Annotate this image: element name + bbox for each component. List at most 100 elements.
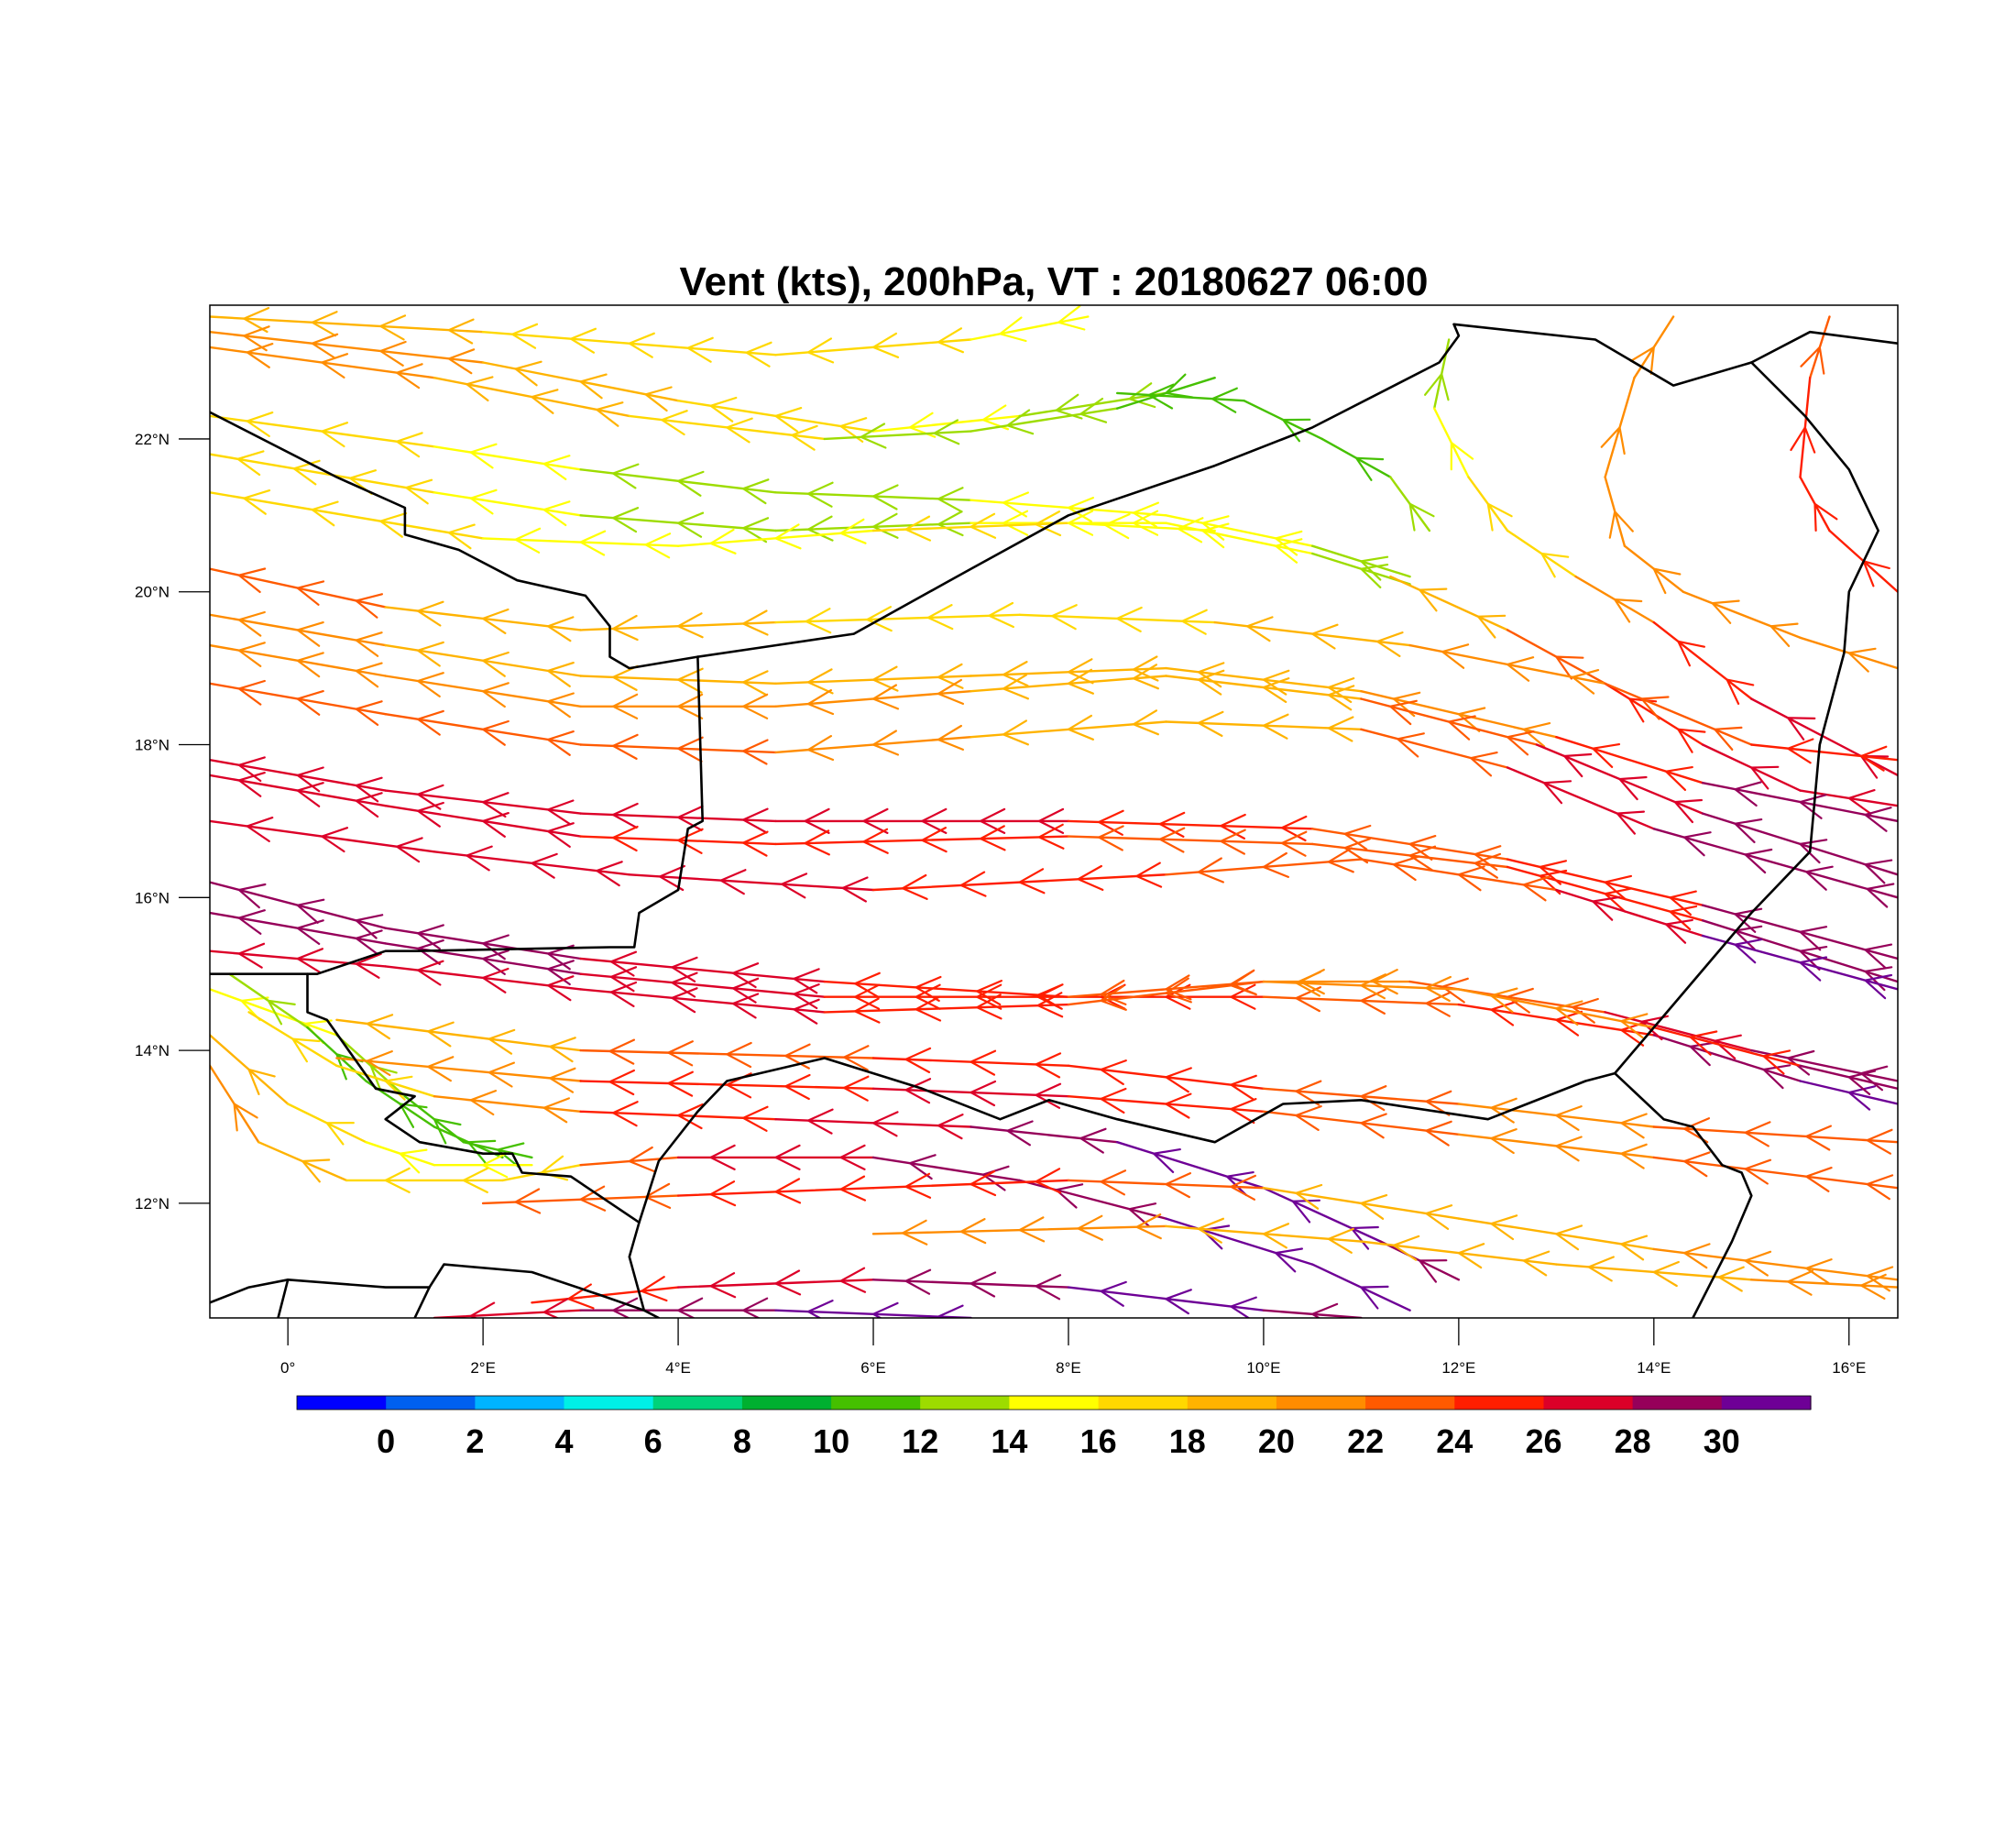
- streamline-segment: [1652, 1125, 1898, 1144]
- wind-arrowhead: [936, 1114, 964, 1140]
- wind-arrowhead: [513, 360, 542, 387]
- wind-arrowhead: [1001, 719, 1029, 746]
- streamline-segment: [1652, 620, 1753, 700]
- wind-arrowhead: [545, 799, 575, 826]
- wind-arrowhead: [1761, 1049, 1791, 1075]
- wind-arrowhead: [1371, 969, 1398, 995]
- wind-arrowhead: [466, 1139, 497, 1164]
- wind-arrowhead: [1290, 1199, 1320, 1224]
- wind-arrowhead: [1538, 860, 1567, 885]
- wind-arrowhead: [1488, 1000, 1518, 1026]
- wind-arrowhead: [1676, 728, 1706, 753]
- wind-arrowhead: [354, 662, 383, 688]
- wind-arrowhead: [415, 939, 444, 965]
- wind-arrowhead: [1099, 1059, 1127, 1085]
- wind-arrowhead: [1440, 643, 1470, 669]
- colorbar-label: 0: [377, 1422, 395, 1460]
- wind-arrowhead: [1613, 598, 1643, 623]
- wind-arrowhead: [708, 528, 737, 554]
- wind-arrowhead: [859, 423, 887, 449]
- wind-arrowhead: [981, 1165, 1010, 1191]
- colorbar-box: [1632, 1396, 1723, 1410]
- x-tick-label: 12°E: [1441, 1359, 1475, 1377]
- wind-arrowhead: [685, 336, 714, 363]
- streamline-segment: [823, 430, 972, 441]
- wind-arrowhead: [542, 1097, 570, 1124]
- wind-arrowhead: [383, 1167, 411, 1193]
- wind-arrowhead: [545, 822, 575, 848]
- wind-arrowhead: [394, 363, 423, 390]
- wind-arrowhead: [724, 417, 753, 444]
- wind-arrowhead: [1151, 1148, 1181, 1173]
- wind-arrowhead: [1553, 1136, 1583, 1162]
- wind-arrowhead: [608, 981, 638, 1007]
- wind-arrowhead: [1273, 538, 1303, 564]
- wind-arrowhead: [1196, 1217, 1224, 1244]
- wind-arrowhead: [1157, 827, 1186, 853]
- wind-arrowhead: [841, 1045, 870, 1071]
- wind-arrowhead: [969, 1169, 997, 1197]
- wind-arrowhead: [871, 1301, 899, 1318]
- streamline: [433, 1297, 972, 1318]
- wind-arrowhead: [803, 829, 830, 856]
- wind-arrowhead: [871, 512, 899, 539]
- y-tick-label: 20°N: [135, 584, 170, 601]
- wind-arrowhead: [792, 998, 820, 1025]
- wind-arrowhead: [1450, 440, 1474, 471]
- wind-arrowhead: [1375, 631, 1404, 657]
- streamline: [1424, 338, 1898, 779]
- wind-arrowhead: [1056, 305, 1086, 331]
- wind-arrowhead: [740, 478, 770, 505]
- wind-arrowhead: [239, 996, 269, 1022]
- wind-arrowhead: [740, 739, 769, 765]
- wind-arrowhead: [974, 983, 1003, 1010]
- wind-arrowhead: [354, 929, 383, 956]
- wind-arrowhead: [969, 512, 997, 539]
- streamline: [531, 1267, 1363, 1318]
- wind-arrowhead: [236, 567, 267, 593]
- streamline-segment: [433, 1094, 582, 1114]
- wind-arrowhead: [974, 993, 1003, 1020]
- wind-arrowhead: [1475, 614, 1507, 639]
- streamline: [210, 489, 1216, 559]
- streamline-segment: [1262, 1186, 1382, 1243]
- wind-arrowhead: [627, 1146, 655, 1173]
- colorbar-label: 6: [644, 1422, 663, 1460]
- colorbar-label: 14: [991, 1422, 1027, 1460]
- wind-arrowhead: [1196, 669, 1225, 696]
- streamline: [335, 1050, 1898, 1201]
- wind-arrowhead: [805, 1108, 834, 1135]
- wind-arrowhead: [354, 792, 383, 818]
- wind-arrowhead: [1424, 371, 1450, 401]
- streamline-segment: [210, 988, 338, 1037]
- streamline: [210, 450, 1411, 588]
- wind-arrowhead: [1034, 1274, 1062, 1301]
- streamline: [210, 610, 1898, 832]
- wind-arrowhead: [1803, 1125, 1832, 1151]
- wind-arrowhead: [1672, 798, 1703, 824]
- wind-arrowhead: [1618, 1013, 1649, 1038]
- wind-arrowhead: [936, 487, 964, 513]
- wind-arrowhead: [245, 343, 274, 368]
- wind-streamlines: [210, 305, 1898, 1318]
- wind-arrowhead: [871, 1111, 899, 1137]
- streamline-segment: [210, 491, 485, 540]
- wind-arrowhead: [852, 997, 881, 1024]
- wind-arrowhead: [1733, 818, 1763, 843]
- wind-arrowhead: [639, 1276, 668, 1302]
- wind-arrowhead: [904, 1047, 932, 1073]
- wind-arrowhead: [1668, 905, 1698, 931]
- wind-arrowhead: [1865, 883, 1895, 908]
- plot-area: [210, 305, 1898, 1318]
- wind-arrowhead: [1034, 1168, 1062, 1194]
- wind-arrowhead: [236, 642, 266, 667]
- wind-arrowhead: [1387, 699, 1418, 726]
- wind-arrowhead: [1163, 1092, 1192, 1119]
- wind-arrowhead: [542, 1298, 569, 1318]
- wind-arrowhead: [904, 1268, 932, 1295]
- streamline-segment: [1165, 514, 1314, 547]
- streamline-segment: [1360, 728, 1509, 769]
- wind-arrowhead: [1163, 1289, 1192, 1315]
- wind-arrowhead: [1785, 738, 1814, 764]
- wind-arrowhead: [1408, 835, 1437, 861]
